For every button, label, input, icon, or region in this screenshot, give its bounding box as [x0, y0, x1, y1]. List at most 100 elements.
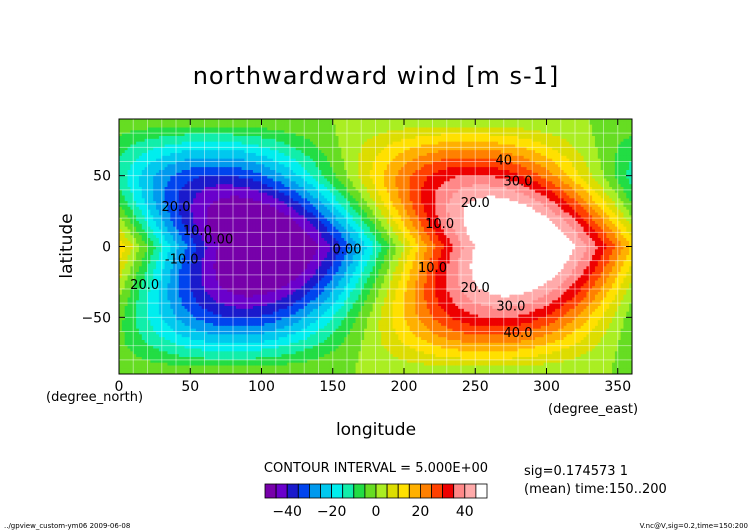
heatmap-cell	[475, 170, 479, 174]
heatmap-cell	[164, 167, 168, 171]
heatmap-cell	[233, 136, 237, 140]
heatmap-cell	[384, 138, 388, 143]
heatmap-cell	[512, 130, 516, 134]
heatmap-cell	[355, 184, 359, 188]
heatmap-cell	[193, 130, 197, 134]
heatmap-cell	[247, 158, 251, 162]
heatmap-cell	[532, 158, 536, 162]
heatmap-cell	[526, 130, 530, 134]
heatmap-cell	[218, 119, 222, 123]
heatmap-cell	[258, 150, 262, 154]
heatmap-cell	[421, 136, 425, 140]
heatmap-cell	[124, 170, 128, 174]
heatmap-cell	[224, 150, 228, 154]
heatmap-cell	[227, 178, 231, 182]
heatmap-cell	[435, 167, 439, 171]
heatmap-cell	[181, 184, 185, 188]
heatmap-cell	[244, 178, 248, 182]
heatmap-cell	[344, 164, 348, 168]
heatmap-cell	[193, 195, 197, 199]
heatmap-cell	[184, 167, 188, 171]
heatmap-cell	[255, 121, 260, 126]
heatmap-cell	[281, 141, 285, 145]
heatmap-cell	[609, 187, 613, 191]
heatmap-cell	[560, 189, 564, 194]
heatmap-cell	[612, 127, 616, 131]
heatmap-cell	[415, 144, 419, 148]
heatmap-cell	[483, 170, 488, 174]
heatmap-cell	[552, 124, 556, 128]
heatmap-cell	[412, 133, 416, 137]
heatmap-cell	[583, 192, 587, 196]
heatmap-cell	[472, 192, 476, 196]
heatmap-cell	[301, 170, 305, 174]
heatmap-cell	[389, 189, 393, 194]
heatmap-cell	[415, 147, 419, 151]
heatmap-cell	[552, 138, 556, 143]
heatmap-cell	[623, 121, 627, 126]
heatmap-cell	[190, 147, 194, 151]
heatmap-cell	[164, 147, 168, 151]
heatmap-cell	[563, 158, 567, 162]
heatmap-cell	[244, 127, 248, 131]
heatmap-cell	[284, 195, 288, 199]
heatmap-cell	[201, 172, 205, 177]
heatmap-cell	[136, 175, 140, 179]
heatmap-cell	[461, 184, 465, 188]
heatmap-cell	[221, 158, 225, 162]
heatmap-cell	[575, 155, 579, 160]
heatmap-cell	[275, 164, 279, 168]
heatmap-cell	[261, 184, 265, 188]
heatmap-cell	[127, 164, 131, 168]
heatmap-cell	[463, 170, 468, 174]
heatmap-cell	[549, 153, 553, 157]
heatmap-cell	[275, 178, 279, 182]
heatmap-cell	[301, 127, 305, 131]
heatmap-cell	[543, 144, 547, 148]
heatmap-cell	[272, 181, 277, 185]
heatmap-cell	[181, 124, 185, 128]
heatmap-cell	[119, 158, 123, 162]
heatmap-cell	[261, 133, 265, 137]
heatmap-cell	[594, 164, 599, 168]
heatmap-cell	[261, 138, 265, 143]
heatmap-cell	[327, 175, 331, 179]
heatmap-cell	[252, 153, 257, 157]
heatmap-cell	[344, 167, 348, 171]
heatmap-cell	[369, 136, 374, 140]
heatmap-cell	[167, 150, 171, 154]
heatmap-cell	[224, 153, 228, 157]
heatmap-cell	[284, 187, 288, 191]
heatmap-cell	[344, 161, 348, 165]
heatmap-cell	[304, 124, 308, 128]
heatmap-cell	[261, 187, 265, 191]
heatmap-cell	[281, 170, 285, 174]
heatmap-cell	[193, 141, 197, 145]
heatmap-cell	[153, 181, 157, 185]
heatmap-cell	[523, 164, 527, 168]
heatmap-cell	[369, 175, 374, 179]
heatmap-cell	[130, 167, 134, 171]
heatmap-cell	[469, 195, 473, 199]
heatmap-cell	[224, 130, 228, 134]
heatmap-cell	[537, 121, 542, 126]
heatmap-cell	[221, 178, 225, 182]
heatmap-cell	[617, 124, 621, 128]
heatmap-cell	[298, 155, 302, 160]
heatmap-cell	[480, 158, 485, 162]
heatmap-cell	[626, 124, 630, 128]
heatmap-cell	[463, 164, 468, 168]
heatmap-cell	[518, 141, 522, 145]
heatmap-cell	[446, 161, 450, 165]
heatmap-cell	[261, 167, 265, 171]
heatmap-cell	[478, 189, 482, 194]
heatmap-cell	[335, 189, 339, 194]
heatmap-cell	[215, 178, 220, 182]
heatmap-cell	[409, 184, 413, 188]
heatmap-cell	[369, 153, 374, 157]
heatmap-cell	[532, 133, 536, 137]
heatmap-cell	[580, 153, 584, 157]
heatmap-cell	[455, 178, 459, 182]
heatmap-cell	[241, 172, 245, 177]
heatmap-cell	[158, 155, 163, 160]
